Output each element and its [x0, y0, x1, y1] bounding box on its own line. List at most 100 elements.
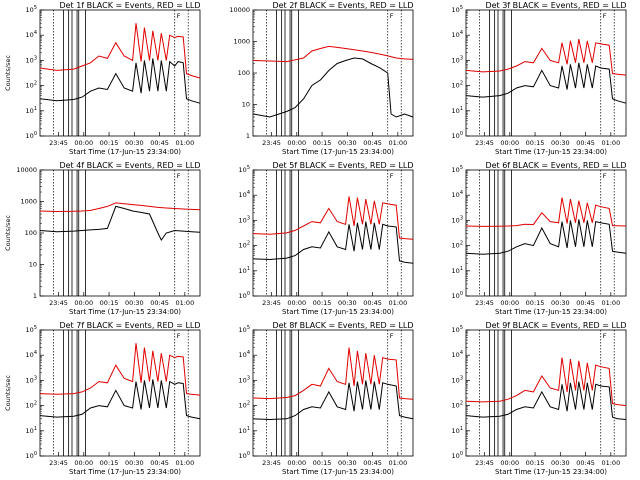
- series-line-events: [465, 381, 627, 420]
- y-tick-label: 101: [26, 426, 37, 435]
- y-axis-label: Counts/sec: [4, 55, 12, 91]
- chart-svg: Det 7f BLACK = Events, RED = LLD 100 101 10…: [4, 321, 201, 476]
- x-axis-label: Start Time (17-Jun-15 23:34:00): [495, 148, 607, 156]
- y-tick-label: 101: [239, 426, 250, 435]
- y-tick-label: 100: [25, 229, 37, 237]
- x-tick-label: 01:00: [601, 139, 620, 147]
- chart-title: Det 3f BLACK = Events, RED = LLD: [485, 1, 626, 10]
- y-tick-label: 100: [452, 291, 463, 300]
- y-tick-label: 104: [239, 350, 250, 359]
- y-tick-label: 100: [26, 451, 37, 460]
- y-tick-label: 104: [452, 190, 463, 199]
- y-tick-label: 102: [239, 401, 250, 410]
- y-tick-label: 104: [452, 350, 463, 359]
- x-axis-label: Start Time (17-Jun-15 23:34:00): [495, 308, 607, 316]
- x-axis-label: Start Time (17-Jun-15 23:34:00): [69, 468, 181, 476]
- y-tick-label: 102: [452, 401, 463, 410]
- x-tick-label: 00:45: [363, 459, 382, 467]
- x-tick-label: 00:00: [500, 299, 519, 307]
- chart-svg: Det 1f BLACK = Events, RED = LLD 100 101 10…: [4, 1, 201, 156]
- x-tick-label: 00:00: [287, 299, 306, 307]
- y-tick-label: 103: [452, 375, 463, 384]
- series-line-lld: [39, 343, 201, 396]
- series-line-events: [39, 58, 201, 104]
- x-tick-label: 00:30: [551, 139, 570, 147]
- x-tick-label: 00:15: [526, 299, 545, 307]
- x-tick-label: 00:30: [125, 139, 144, 147]
- x-tick-label: 00:00: [287, 139, 306, 147]
- chart-title: Det 9f BLACK = Events, RED = LLD: [485, 321, 626, 330]
- x-tick-label: 00:30: [338, 459, 357, 467]
- x-tick-label: 01:00: [601, 299, 620, 307]
- y-tick-label: 105: [452, 325, 463, 334]
- x-tick-label: 23:45: [475, 459, 494, 467]
- chart-panel-3: Det 3f BLACK = Events, RED = LLD 100 101 10…: [426, 0, 639, 160]
- plot-frame: [39, 9, 201, 137]
- x-tick-label: 00:30: [125, 459, 144, 467]
- x-tick-label: 00:15: [313, 459, 332, 467]
- corner-label: F: [603, 172, 607, 180]
- chart-panel-9: Det 9f BLACK = Events, RED = LLD 100 101 10…: [426, 320, 639, 480]
- chart-panel-1: Det 1f BLACK = Events, RED = LLD 100 101 10…: [0, 0, 213, 160]
- series-line-lld: [465, 357, 627, 407]
- x-tick-label: 00:45: [150, 139, 169, 147]
- y-tick-label: 103: [452, 215, 463, 224]
- x-tick-label: 23:45: [49, 459, 68, 467]
- chart-svg: Det 5f BLACK = Events, RED = LLD 100 101 10…: [239, 161, 414, 316]
- x-tick-label: 23:45: [262, 299, 281, 307]
- x-tick-label: 23:45: [475, 139, 494, 147]
- chart-title: Det 6f BLACK = Events, RED = LLD: [485, 161, 626, 170]
- y-tick-label: 102: [452, 241, 463, 250]
- x-tick-label: 23:45: [262, 139, 281, 147]
- chart-title: Det 2f BLACK = Events, RED = LLD: [272, 1, 413, 10]
- corner-label: F: [177, 332, 181, 340]
- series-line-events: [39, 379, 201, 420]
- series-line-events: [252, 221, 414, 264]
- corner-label: F: [177, 172, 181, 180]
- x-tick-label: 01:00: [388, 459, 407, 467]
- chart-svg: Det 4f BLACK = Events, RED = LLD 1 10 100 10…: [4, 161, 201, 316]
- x-tick-label: 23:45: [49, 299, 68, 307]
- series-line-events: [252, 57, 414, 118]
- x-tick-label: 00:45: [150, 459, 169, 467]
- corner-label: F: [390, 12, 394, 20]
- y-tick-label: 102: [452, 81, 463, 90]
- y-tick-label: 101: [26, 106, 37, 115]
- x-tick-label: 23:45: [262, 459, 281, 467]
- series-line-events: [465, 62, 627, 104]
- y-tick-label: 100: [452, 451, 463, 460]
- x-tick-label: 00:30: [551, 459, 570, 467]
- y-tick-label: 103: [452, 55, 463, 64]
- x-tick-label: 00:15: [100, 139, 119, 147]
- x-tick-label: 00:15: [313, 139, 332, 147]
- y-tick-label: 100: [26, 131, 37, 140]
- y-tick-label: 105: [26, 325, 37, 334]
- chart-svg: Det 3f BLACK = Events, RED = LLD 100 101 10…: [452, 1, 627, 156]
- y-tick-label: 1000: [233, 38, 250, 46]
- x-axis-label: Start Time (17-Jun-15 23:34:00): [495, 468, 607, 476]
- y-tick-label: 103: [239, 375, 250, 384]
- x-tick-label: 01:00: [388, 299, 407, 307]
- y-tick-label: 100: [239, 291, 250, 300]
- x-tick-label: 01:00: [175, 459, 194, 467]
- plot-frame: [39, 169, 201, 297]
- series-line-lld: [252, 347, 414, 400]
- x-axis-label: Start Time (17-Jun-15 23:34:00): [282, 468, 394, 476]
- chart-title: Det 7f BLACK = Events, RED = LLD: [59, 321, 200, 330]
- x-tick-label: 00:00: [74, 299, 93, 307]
- y-tick-label: 105: [239, 165, 250, 174]
- y-tick-label: 10: [242, 101, 250, 109]
- y-tick-label: 10000: [16, 166, 37, 174]
- y-tick-label: 101: [452, 426, 463, 435]
- plot-frame: [252, 9, 414, 137]
- series-line-lld: [39, 23, 201, 79]
- y-axis-label: Counts/sec: [4, 215, 12, 251]
- series-line-events: [465, 219, 627, 255]
- y-tick-label: 1: [246, 132, 250, 140]
- y-tick-label: 104: [26, 30, 37, 39]
- x-tick-label: 00:45: [150, 299, 169, 307]
- y-tick-label: 102: [239, 241, 250, 250]
- x-tick-label: 23:45: [475, 299, 494, 307]
- chart-title: Det 5f BLACK = Events, RED = LLD: [272, 161, 413, 170]
